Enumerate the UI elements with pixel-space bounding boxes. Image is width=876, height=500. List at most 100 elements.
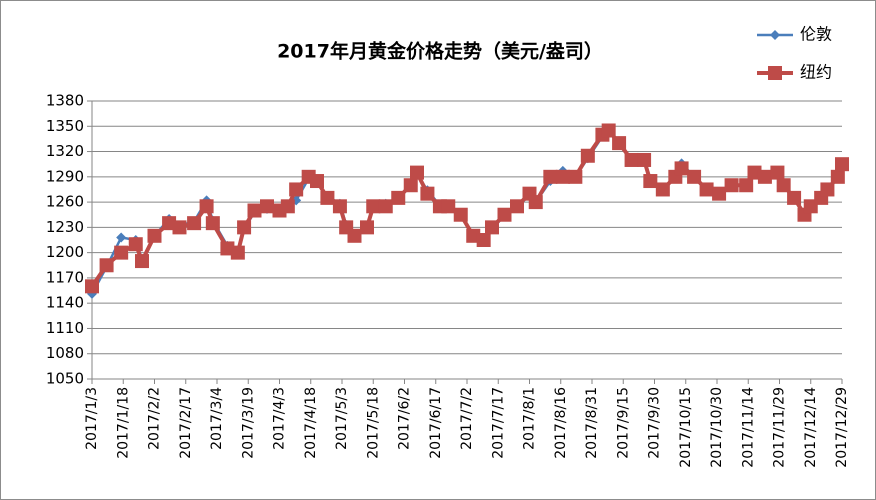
data-marker	[770, 30, 780, 40]
x-tick-label: 2017/12/14	[803, 387, 819, 468]
data-marker	[310, 174, 324, 189]
data-marker	[378, 199, 393, 214]
data-marker	[712, 186, 727, 201]
x-tick-label: 2017/3/19	[240, 387, 256, 459]
data-marker	[247, 203, 262, 218]
data-marker	[835, 157, 849, 172]
x-tick-label: 2017/10/15	[678, 387, 694, 468]
data-marker	[453, 207, 468, 222]
y-tick-label: 1320	[46, 142, 84, 160]
x-tick-label: 2017/8/1	[522, 387, 538, 450]
data-marker	[230, 245, 245, 260]
data-marker	[205, 216, 220, 231]
y-tick-label: 1380	[46, 92, 84, 110]
x-tick-label: 2017/9/30	[647, 387, 663, 459]
data-marker	[601, 123, 616, 138]
y-tick-label: 1050	[46, 370, 84, 388]
x-tick-label: 2017/6/17	[428, 387, 444, 459]
data-marker	[199, 199, 214, 214]
data-marker	[476, 233, 491, 247]
data-marker	[497, 207, 512, 222]
data-marker	[403, 178, 418, 193]
data-marker	[147, 228, 162, 243]
data-marker	[114, 245, 129, 260]
data-marker	[528, 195, 543, 210]
x-tick-label: 2017/8/16	[553, 387, 569, 459]
data-marker	[820, 182, 835, 197]
x-tick-label: 2017/5/18	[365, 387, 381, 459]
x-tick-label: 2017/8/31	[584, 387, 600, 459]
x-tick-label: 2017/4/3	[272, 387, 288, 450]
data-marker	[724, 178, 739, 193]
x-tick-label: 2017/2/2	[147, 387, 163, 450]
y-tick-label: 1350	[46, 117, 84, 135]
data-marker	[99, 258, 114, 273]
x-tick-label: 2017/9/15	[615, 387, 631, 459]
data-marker	[237, 220, 252, 235]
x-tick-label: 2017/12/29	[834, 387, 850, 468]
data-marker	[260, 199, 274, 214]
chart-title: 2017年月黄金价格走势（美元/盎司）	[277, 40, 603, 63]
data-marker	[85, 279, 99, 294]
data-marker	[360, 220, 374, 235]
data-marker	[280, 199, 295, 214]
x-tick-label: 2017/1/3	[84, 387, 100, 450]
data-marker	[410, 165, 424, 180]
data-marker	[612, 136, 627, 151]
data-marker	[768, 66, 782, 80]
data-marker	[320, 190, 335, 205]
data-marker	[391, 190, 406, 205]
data-marker	[580, 148, 595, 163]
data-marker	[420, 186, 435, 201]
data-marker	[687, 169, 702, 184]
data-marker	[830, 169, 845, 184]
data-marker	[643, 174, 658, 189]
data-marker	[655, 182, 670, 197]
data-marker	[187, 216, 202, 231]
legend-label: 纽约	[800, 63, 832, 82]
data-marker	[637, 152, 652, 167]
x-tick-label: 2017/7/2	[459, 387, 475, 450]
data-marker	[624, 152, 639, 167]
x-tick-label: 2017/10/30	[709, 387, 725, 468]
y-tick-label: 1110	[46, 319, 84, 337]
data-marker	[366, 199, 381, 214]
x-tick-label: 2017/1/18	[115, 387, 131, 459]
data-marker	[172, 220, 187, 235]
y-tick-label: 1230	[46, 218, 84, 236]
y-tick-label: 1260	[46, 193, 84, 211]
data-marker	[568, 169, 583, 184]
data-marker	[776, 178, 791, 193]
y-tick-label: 1200	[46, 243, 84, 261]
data-marker	[674, 161, 689, 176]
data-marker	[510, 199, 524, 214]
data-marker	[485, 220, 499, 235]
data-marker	[441, 199, 456, 214]
x-tick-label: 2017/2/17	[178, 387, 194, 459]
data-marker	[289, 182, 304, 197]
x-tick-label: 2017/7/17	[490, 387, 506, 459]
data-marker	[787, 190, 802, 205]
x-tick-label: 2017/3/4	[209, 387, 225, 450]
y-tick-label: 1140	[46, 294, 84, 312]
data-marker	[116, 232, 127, 243]
data-marker	[757, 169, 772, 184]
x-tick-label: 2017/4/18	[303, 387, 319, 459]
data-marker	[699, 182, 714, 197]
data-marker	[135, 254, 149, 269]
data-marker	[555, 169, 570, 184]
data-marker	[739, 178, 754, 193]
data-marker	[128, 237, 143, 252]
x-tick-label: 2017/11/29	[772, 387, 788, 468]
data-marker	[347, 228, 362, 243]
legend-label: 伦敦	[800, 25, 832, 44]
y-tick-label: 1290	[46, 167, 84, 185]
x-tick-label: 2017/6/2	[397, 387, 413, 450]
x-tick-label: 2017/11/14	[740, 387, 756, 468]
data-marker	[332, 199, 347, 214]
data-marker	[543, 169, 558, 184]
y-tick-label: 1170	[46, 268, 84, 286]
data-marker	[770, 165, 785, 180]
x-tick-label: 2017/5/3	[334, 387, 350, 450]
